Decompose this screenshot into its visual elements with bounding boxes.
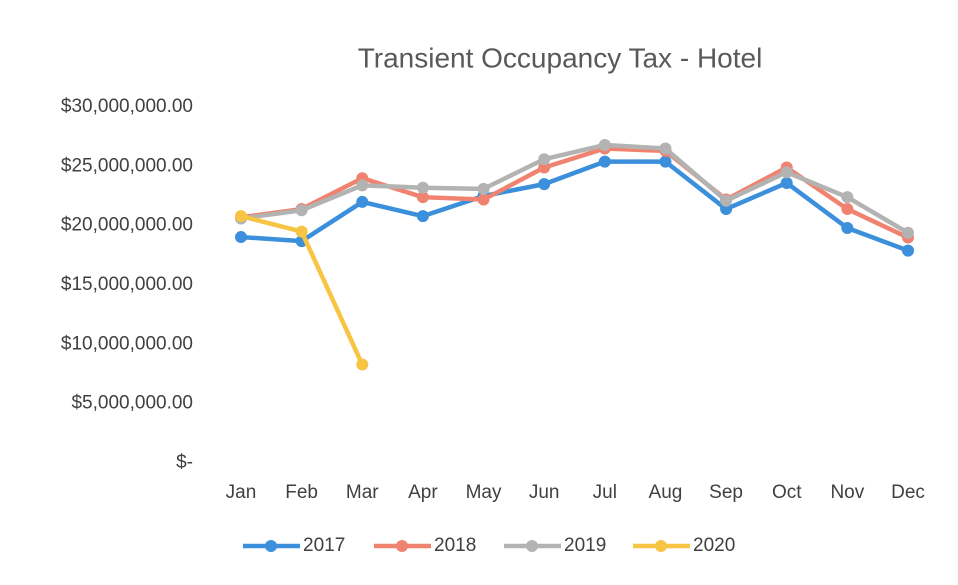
data-point <box>295 225 308 238</box>
data-point <box>477 182 490 195</box>
data-point <box>477 193 490 206</box>
data-point <box>235 210 247 223</box>
data-point <box>780 176 793 189</box>
legend-label: 2019 <box>564 535 606 556</box>
data-point <box>416 191 429 204</box>
legend-marker <box>265 540 277 552</box>
y-tick-label: $20,000,000.00 <box>61 215 193 236</box>
data-point <box>356 358 369 371</box>
x-tick-label: Aug <box>649 482 683 503</box>
data-point <box>235 231 247 244</box>
x-tick-label: Jul <box>593 482 617 503</box>
y-tick-label: $30,000,000.00 <box>61 96 193 117</box>
x-tick-label: May <box>466 482 502 503</box>
data-point <box>416 181 429 194</box>
y-tick-label: $10,000,000.00 <box>61 333 193 354</box>
x-tick-label: Dec <box>891 482 925 503</box>
data-point <box>598 138 611 151</box>
data-point <box>841 191 854 204</box>
data-point <box>659 142 672 155</box>
data-point <box>356 179 369 192</box>
y-tick-label: $5,000,000.00 <box>71 393 193 414</box>
data-point <box>902 244 914 257</box>
data-point <box>780 166 793 179</box>
x-tick-label: Jan <box>226 482 257 503</box>
x-tick-label: Sep <box>709 482 743 503</box>
data-point <box>598 155 611 168</box>
legend-marker <box>396 540 408 552</box>
data-point <box>720 203 733 216</box>
data-point <box>841 203 854 216</box>
x-tick-label: Apr <box>408 482 438 503</box>
x-tick-label: Feb <box>285 482 318 503</box>
x-tick-label: Nov <box>830 482 864 503</box>
series-line <box>240 159 909 253</box>
data-point <box>295 204 308 217</box>
chart-title: Transient Occupancy Tax - Hotel <box>358 42 763 73</box>
data-point <box>416 210 429 223</box>
y-tick-label: $- <box>176 452 193 473</box>
data-point <box>538 178 551 191</box>
y-tick-label: $25,000,000.00 <box>61 155 193 176</box>
series-line <box>240 142 910 235</box>
legend-label: 2020 <box>693 535 735 556</box>
data-point <box>720 194 733 207</box>
legend-label: 2017 <box>303 535 345 556</box>
data-point <box>902 226 914 239</box>
x-tick-label: Mar <box>346 482 379 503</box>
y-tick-label: $15,000,000.00 <box>61 274 193 295</box>
x-tick-label: Oct <box>772 482 802 503</box>
legend-marker <box>526 540 538 552</box>
data-point <box>538 153 551 166</box>
x-tick-label: Jun <box>529 482 560 503</box>
data-point <box>356 195 369 208</box>
data-point <box>659 155 672 168</box>
data-point <box>538 161 551 174</box>
data-point <box>841 222 854 235</box>
legend-label: 2018 <box>434 535 476 556</box>
legend-marker <box>655 540 667 552</box>
